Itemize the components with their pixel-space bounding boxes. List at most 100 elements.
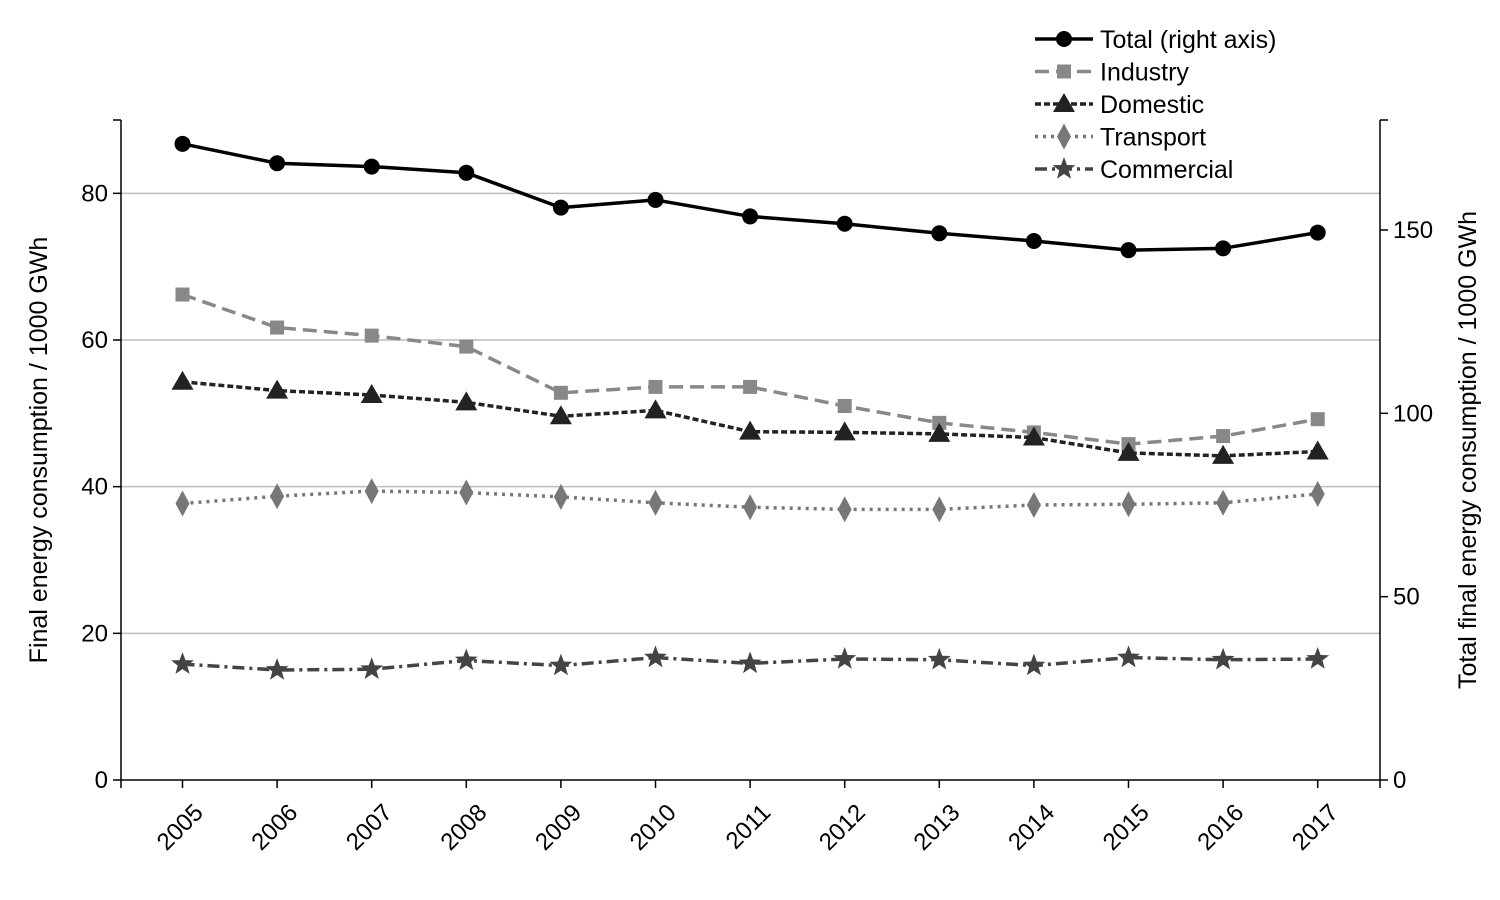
series-total-right-axis [174, 135, 1326, 259]
y-tick-label: 80 [81, 180, 108, 207]
data-point [1211, 647, 1235, 670]
data-point [932, 496, 947, 523]
data-point [553, 483, 568, 510]
data-point [174, 135, 191, 152]
data-point [931, 225, 948, 242]
x-tick-label: 2010 [625, 799, 682, 856]
gridlines [121, 192, 1380, 635]
data-point [553, 385, 568, 400]
data-point [1306, 647, 1330, 669]
y-tick-label: 40 [81, 474, 108, 501]
data-point [1025, 233, 1042, 249]
legend-label: Total (right axis) [1100, 26, 1276, 54]
legend-marker [1057, 123, 1071, 150]
legend-entry: Total (right axis) [1035, 26, 1276, 54]
y2-axis-title: Total final energy consumption / 1000 GW… [1454, 211, 1482, 689]
data-point [1117, 441, 1140, 461]
data-point [1120, 242, 1137, 259]
data-point [454, 648, 478, 671]
data-point [836, 215, 853, 232]
data-point [1117, 645, 1140, 668]
x-tick-label: 2016 [1192, 799, 1249, 856]
data-point [175, 490, 190, 517]
series-group [171, 135, 1330, 680]
data-point [266, 379, 289, 399]
data-point [647, 191, 664, 208]
data-point [364, 328, 379, 343]
y-tick-label: 20 [81, 620, 108, 647]
data-point [265, 658, 289, 680]
legend-marker [1056, 31, 1072, 47]
data-point [455, 391, 478, 411]
data-point [648, 379, 663, 394]
series-transport [175, 478, 1325, 523]
data-point [171, 652, 194, 674]
legend-entry: Commercial [1035, 156, 1233, 184]
data-point [552, 199, 569, 216]
y2-tick-label: 150 [1393, 217, 1433, 244]
data-point [549, 405, 572, 425]
data-point [738, 651, 762, 674]
legend-entry: Industry [1035, 59, 1189, 87]
legend-label: Transport [1100, 124, 1206, 152]
data-point [360, 384, 383, 403]
data-point [1215, 240, 1232, 257]
data-point [175, 287, 190, 302]
y2-tick-label: 0 [1393, 767, 1406, 794]
legend-label: Commercial [1100, 156, 1233, 184]
y2-tick-label: 50 [1393, 584, 1420, 611]
legend-entry: Domestic [1035, 91, 1204, 119]
data-point [1121, 491, 1136, 518]
y-axis-title: Final energy consumption / 1000 GWh [25, 237, 53, 664]
data-point [171, 370, 194, 390]
data-point [270, 320, 285, 335]
data-point [833, 647, 857, 669]
data-point [363, 158, 380, 175]
x-tick-label: 2009 [530, 799, 587, 856]
legend-marker [1052, 157, 1076, 179]
legend-entry: Transport [1035, 123, 1206, 152]
data-point [743, 379, 758, 394]
data-point [644, 399, 667, 419]
series-domestic [171, 370, 1329, 464]
legend-marker [1053, 93, 1075, 112]
data-point [459, 339, 474, 354]
axes: 0 20 40 60 80 0 50 100 150 2005 2006 2007 2008 2009 20… [81, 119, 1433, 856]
data-point [739, 420, 762, 440]
data-point [1216, 429, 1231, 444]
data-point [1310, 481, 1325, 507]
data-point [1309, 224, 1326, 241]
legend-label: Industry [1100, 59, 1189, 87]
x-tick-label: 2011 [721, 799, 777, 855]
legend: Total (right axis) Industry Domestic Transp… [1035, 26, 1276, 184]
x-tick-label: 2005 [152, 799, 209, 856]
data-point [549, 653, 573, 676]
series-commercial [171, 645, 1330, 680]
data-point [927, 647, 951, 670]
data-point [837, 496, 852, 523]
x-tick-label: 2008 [436, 799, 493, 856]
x-tick-label: 2014 [1003, 799, 1060, 856]
y-tick-label: 60 [81, 327, 108, 354]
data-point [743, 494, 758, 521]
data-point [833, 421, 856, 441]
x-tick-label: 2013 [909, 799, 966, 856]
data-point [1216, 489, 1231, 516]
data-point [928, 422, 951, 442]
data-point [458, 164, 475, 181]
data-point [837, 399, 852, 413]
x-tick-label: 2007 [341, 799, 398, 856]
data-point [270, 483, 285, 510]
data-point [648, 489, 663, 516]
data-point [1022, 653, 1046, 676]
data-point [742, 208, 759, 225]
data-point [1306, 440, 1329, 460]
legend-marker [1057, 64, 1071, 79]
legend-label: Domestic [1100, 91, 1204, 119]
y2-tick-label: 100 [1393, 400, 1433, 427]
x-tick-label: 2015 [1098, 799, 1155, 856]
data-point [1310, 412, 1325, 427]
data-point [644, 645, 667, 668]
x-tick-label: 2006 [246, 799, 303, 856]
